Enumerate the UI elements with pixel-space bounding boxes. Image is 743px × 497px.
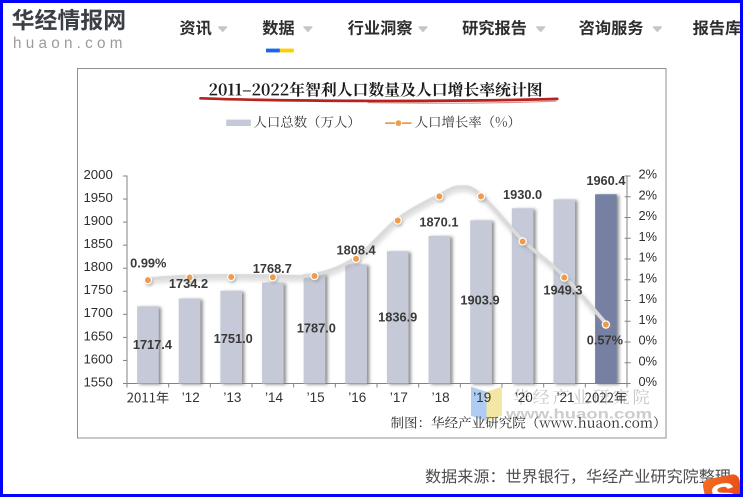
svg-text:1750: 1750 — [83, 282, 112, 297]
svg-text:1870.1: 1870.1 — [419, 215, 458, 230]
svg-text:’12: ’12 — [182, 390, 200, 405]
svg-text:’20: ’20 — [515, 390, 533, 405]
svg-text:1808.4: 1808.4 — [337, 243, 377, 258]
svg-text:1768.7: 1768.7 — [253, 261, 292, 276]
svg-text:1%: 1% — [639, 270, 658, 285]
svg-text:1600: 1600 — [83, 351, 112, 366]
svg-text:2000: 2000 — [83, 167, 112, 182]
svg-text:0%: 0% — [639, 374, 658, 389]
svg-text:2%: 2% — [639, 208, 658, 223]
svg-text:1800: 1800 — [83, 259, 112, 274]
svg-text:’14: ’14 — [265, 390, 284, 405]
svg-text:0.99%: 0.99% — [130, 256, 167, 271]
svg-text:1836.9: 1836.9 — [378, 310, 417, 325]
svg-text:1734.2: 1734.2 — [169, 276, 208, 291]
svg-text:’13: ’13 — [223, 390, 241, 405]
svg-text:1903.9: 1903.9 — [460, 293, 499, 308]
svg-text:1960.4: 1960.4 — [586, 173, 626, 188]
svg-text:’18: ’18 — [432, 390, 450, 405]
svg-text:1550: 1550 — [83, 374, 112, 389]
svg-text:1787.0: 1787.0 — [297, 320, 336, 335]
svg-text:0%: 0% — [639, 353, 658, 368]
svg-text:S: S — [707, 474, 740, 497]
svg-text:’16: ’16 — [348, 390, 366, 405]
svg-text:1751.0: 1751.0 — [214, 331, 253, 346]
svg-text:2%: 2% — [639, 167, 658, 182]
svg-text:1717.4: 1717.4 — [133, 337, 173, 352]
svg-text:1930.0: 1930.0 — [503, 187, 542, 202]
svg-text:2%: 2% — [639, 187, 658, 202]
svg-text:1%: 1% — [639, 312, 658, 327]
svg-text:1650: 1650 — [83, 328, 112, 343]
svg-text:0.57%: 0.57% — [587, 332, 624, 347]
svg-text:1%: 1% — [639, 250, 658, 265]
svg-text:’15: ’15 — [307, 390, 325, 405]
svg-text:’21: ’21 — [556, 390, 574, 405]
svg-text:1900: 1900 — [83, 213, 112, 228]
svg-text:1%: 1% — [639, 291, 658, 306]
svg-text:’17: ’17 — [390, 390, 408, 405]
svg-text:1950: 1950 — [83, 190, 112, 205]
svg-text:1%: 1% — [639, 229, 658, 244]
svg-text:0%: 0% — [639, 333, 658, 348]
svg-text:1850: 1850 — [83, 236, 112, 251]
svg-text:1949.3: 1949.3 — [543, 282, 582, 297]
svg-text:’19: ’19 — [473, 390, 491, 405]
svg-text:1700: 1700 — [83, 305, 112, 320]
svg-text:www.huaon.com: www.huaon.com — [505, 407, 652, 422]
